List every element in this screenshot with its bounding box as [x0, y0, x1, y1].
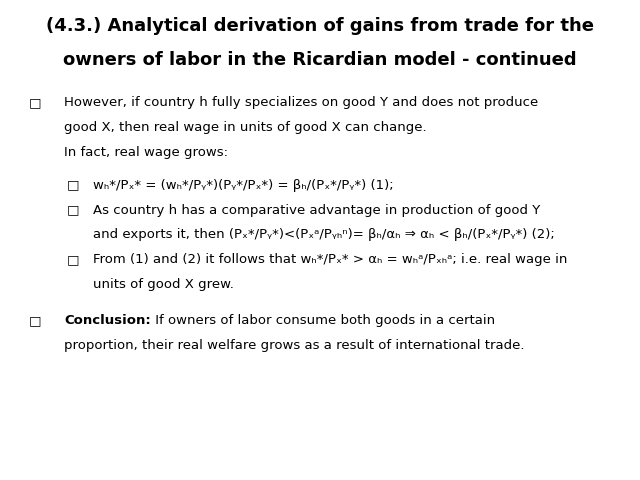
Text: From (1) and (2) it follows that wₕ*/Pₓ* > αₕ = wₕᵃ/Pₓₕᵃ; i.e. real wage in: From (1) and (2) it follows that wₕ*/Pₓ*… [93, 253, 567, 266]
Text: □: □ [29, 314, 42, 327]
Text: proportion, their real welfare grows as a result of international trade.: proportion, their real welfare grows as … [64, 339, 525, 352]
Text: However, if country h fully specializes on good Y and does not produce: However, if country h fully specializes … [64, 96, 538, 109]
Text: As country h has a comparative advantage in production of good Y: As country h has a comparative advantage… [93, 204, 540, 216]
Text: □: □ [67, 179, 80, 192]
Text: Conclusion:: Conclusion: [64, 314, 151, 327]
Text: □: □ [29, 96, 42, 109]
Text: In fact, real wage grows:: In fact, real wage grows: [64, 146, 228, 159]
Text: If owners of labor consume both goods in a certain: If owners of labor consume both goods in… [151, 314, 495, 327]
Text: □: □ [67, 204, 80, 216]
Text: and exports it, then (Pₓ*/Pᵧ*)<(Pₓᵃ/Pᵧₕⁿ)= βₕ/αₕ ⇒ αₕ < βₕ/(Pₓ*/Pᵧ*) (2);: and exports it, then (Pₓ*/Pᵧ*)<(Pₓᵃ/Pᵧₕⁿ… [93, 228, 554, 241]
Text: wₕ*/Pₓ* = (wₕ*/Pᵧ*)(Pᵧ*/Pₓ*) = βₕ/(Pₓ*/Pᵧ*) (1);: wₕ*/Pₓ* = (wₕ*/Pᵧ*)(Pᵧ*/Pₓ*) = βₕ/(Pₓ*/P… [93, 179, 394, 192]
Text: (4.3.) Analytical derivation of gains from trade for the: (4.3.) Analytical derivation of gains fr… [46, 17, 594, 35]
Text: □: □ [67, 253, 80, 266]
Text: good X, then real wage in units of good X can change.: good X, then real wage in units of good … [64, 121, 427, 134]
Text: owners of labor in the Ricardian model - continued: owners of labor in the Ricardian model -… [63, 51, 577, 70]
Text: units of good X grew.: units of good X grew. [93, 278, 234, 291]
